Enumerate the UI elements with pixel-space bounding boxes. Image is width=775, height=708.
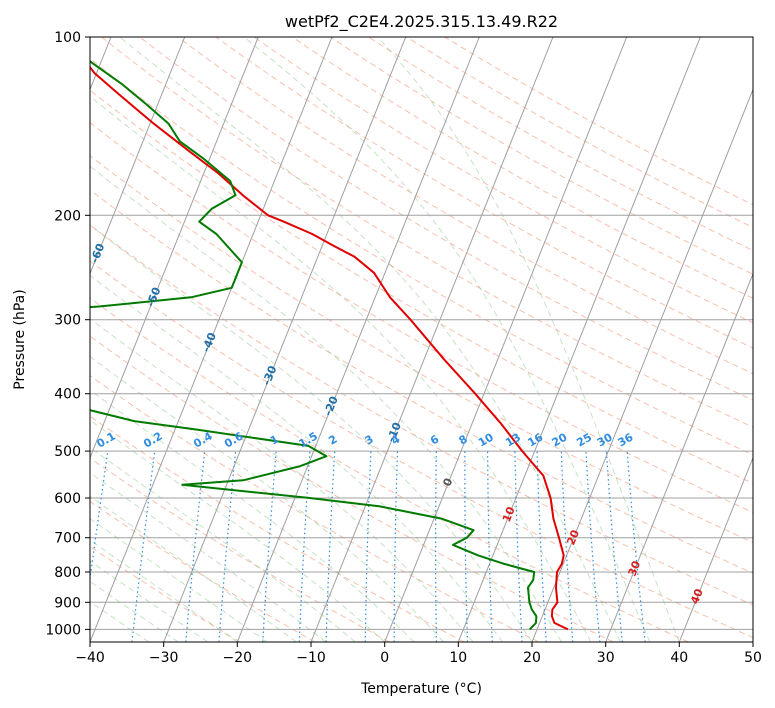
dry-adiabat bbox=[90, 224, 753, 606]
mixing-ratio-line bbox=[364, 451, 372, 642]
moist-adiabat bbox=[90, 446, 356, 642]
mixing-ratio-line bbox=[536, 451, 547, 642]
mixing-ratio-line bbox=[560, 451, 574, 642]
dry-adiabat bbox=[177, 37, 753, 375]
dry-adiabat bbox=[90, 122, 753, 514]
y-tick-label: 900 bbox=[54, 595, 81, 611]
moist-adiabat bbox=[90, 560, 209, 642]
y-tick-label: 600 bbox=[54, 491, 81, 507]
y-tick-label: 800 bbox=[54, 565, 81, 581]
mixing-ratio-line bbox=[298, 451, 311, 642]
dewpoint-profile bbox=[90, 60, 538, 631]
x-tick-label: 50 bbox=[744, 650, 762, 666]
moist-adiabat bbox=[90, 472, 327, 642]
x-axis: −40 −30 −20 −10 0 10 20 30 40 50 bbox=[75, 642, 762, 666]
dry-adiabat bbox=[90, 189, 753, 574]
grid-lines bbox=[90, 37, 753, 642]
plot-frame bbox=[89, 36, 754, 643]
dry-adiabat bbox=[90, 545, 241, 642]
x-tick-label: 0 bbox=[380, 650, 389, 666]
isotherm bbox=[90, 37, 333, 642]
isotherm bbox=[531, 88, 753, 642]
isotherm bbox=[236, 37, 480, 642]
y-tick-label: 700 bbox=[54, 531, 81, 547]
dry-adiabat bbox=[90, 500, 315, 642]
mixing-ratio-line bbox=[325, 451, 336, 642]
moist-adiabat bbox=[90, 495, 297, 642]
profiles bbox=[90, 60, 569, 631]
mixing-ratio-line bbox=[262, 451, 277, 642]
dry-adiabat bbox=[90, 457, 390, 642]
mixing-ratio-line bbox=[393, 451, 399, 642]
moist-adiabat bbox=[90, 274, 503, 642]
moist-adiabat bbox=[377, 37, 680, 642]
mixing-ratio-line bbox=[514, 451, 523, 642]
moist-adiabat bbox=[90, 224, 533, 642]
isotherm bbox=[90, 37, 186, 276]
plot-area: -100-90-80-70-60-50-40-30-20-10010203040… bbox=[90, 37, 753, 642]
isotherm bbox=[90, 37, 259, 460]
moist-adiabat bbox=[90, 318, 474, 642]
moist-adiabat bbox=[90, 539, 238, 642]
dry-adiabat bbox=[215, 37, 753, 349]
dry-adiabat bbox=[90, 335, 614, 642]
mixing-ratio-line bbox=[185, 451, 206, 642]
y-tick-label: 400 bbox=[54, 387, 81, 403]
dry-adiabat bbox=[90, 89, 753, 484]
chart-title: wetPf2_C2E4.2025.315.13.49.R22 bbox=[285, 12, 558, 32]
dry-adiabat bbox=[90, 57, 753, 456]
x-tick-label: −40 bbox=[75, 650, 105, 666]
moist-adiabat bbox=[243, 37, 651, 642]
isotherm-label: 40 bbox=[688, 587, 706, 606]
isotherm bbox=[457, 37, 701, 642]
mixing-ratio-line bbox=[218, 451, 237, 642]
dry-adiabat bbox=[90, 297, 689, 642]
y-tick-label: 100 bbox=[54, 30, 81, 46]
temperature-profile bbox=[90, 65, 569, 631]
x-tick-label: −20 bbox=[223, 650, 253, 666]
x-tick-label: 20 bbox=[523, 650, 541, 666]
x-tick-label: −10 bbox=[296, 650, 326, 666]
mixing-ratio-line bbox=[464, 451, 469, 642]
x-tick-label: −30 bbox=[149, 650, 179, 666]
moist-adiabat bbox=[90, 389, 415, 642]
dry-adiabat bbox=[90, 155, 753, 543]
y-tick-label: 300 bbox=[54, 313, 81, 329]
dry-adiabat bbox=[90, 374, 540, 642]
moist-adiabat bbox=[90, 419, 386, 642]
dry-adiabat bbox=[101, 37, 753, 428]
mixing-ratio-lines bbox=[90, 451, 646, 642]
x-tick-label: 40 bbox=[670, 650, 688, 666]
mixing-ratio-line bbox=[487, 451, 493, 642]
y-tick-label: 200 bbox=[54, 208, 81, 224]
moist-adiabat bbox=[90, 356, 444, 642]
isotherm bbox=[310, 37, 554, 642]
x-tick-label: 10 bbox=[449, 650, 467, 666]
isotherm bbox=[384, 37, 628, 642]
isotherm bbox=[678, 456, 753, 642]
mixing-ratio-line bbox=[626, 451, 646, 642]
background-lines bbox=[90, 37, 753, 642]
isotherm-label: 30 bbox=[626, 559, 644, 578]
y-tick-label: 1000 bbox=[45, 622, 81, 638]
mixing-ratio-line bbox=[605, 451, 623, 642]
moist-adiabat bbox=[90, 517, 268, 642]
x-tick-label: 30 bbox=[597, 650, 615, 666]
isotherm-label: 20 bbox=[564, 528, 582, 547]
y-axis-title: Pressure (hPa) bbox=[12, 289, 28, 389]
x-axis-title: Temperature (°C) bbox=[360, 681, 482, 697]
isotherm-label: 10 bbox=[500, 505, 518, 524]
y-tick-label: 500 bbox=[54, 444, 81, 460]
moist-adiabat bbox=[90, 580, 179, 642]
moist-adiabat bbox=[119, 37, 621, 642]
mixing-ratio-line bbox=[131, 451, 156, 642]
isotherm bbox=[605, 272, 753, 642]
y-axis: 1000 900 800 700 600 500 400 300 200 100 bbox=[45, 30, 90, 638]
isotherm bbox=[163, 37, 407, 642]
mixing-ratio-line bbox=[435, 451, 437, 642]
mixing-ratio-line bbox=[585, 451, 601, 642]
moist-adiabat bbox=[90, 95, 592, 642]
mixing-ratio-line bbox=[90, 451, 109, 584]
